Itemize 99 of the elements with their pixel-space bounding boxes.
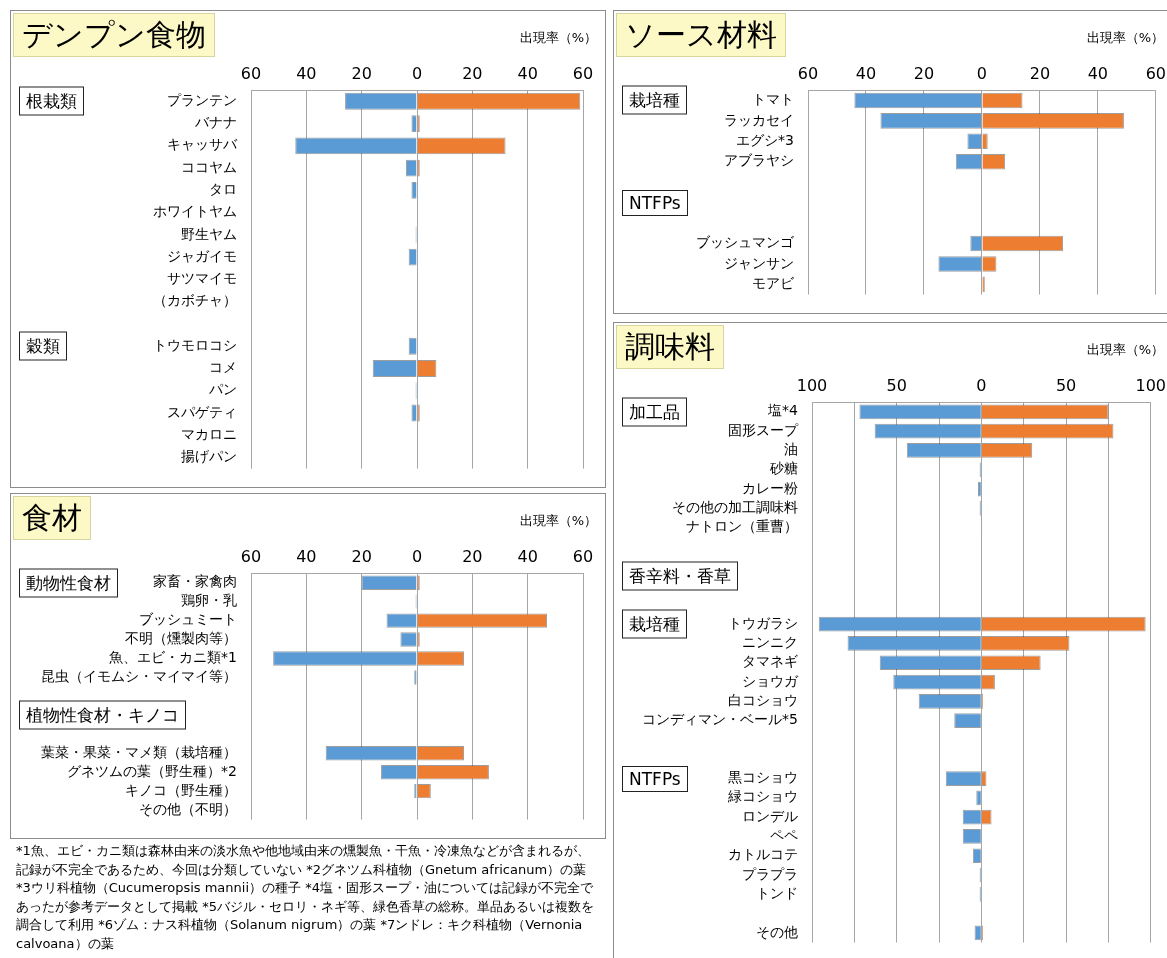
y-tick-label: エグシ*3 [736, 131, 794, 148]
y-tick-label: サツマイモ [167, 270, 237, 287]
x-tick-label: 20 [462, 63, 483, 83]
y-tick-label: 昆虫（イモムシ・マイマイ等） [41, 668, 237, 685]
text: 栽培種 [622, 85, 687, 115]
y-tick-label: 砂糖 [769, 460, 798, 477]
text: 植物性食材・キノコ [19, 700, 186, 730]
y-tick-label: ジャガイモ [167, 247, 237, 264]
y-tick-label: グネツムの葉（野生種）*2 [67, 762, 237, 779]
x-tick-label: 20 [1029, 63, 1051, 83]
y-tick-label: アブラヤシ [724, 152, 794, 169]
y-tick-label: 緑コショウ [727, 788, 798, 805]
y-tick-label: プランテン [167, 91, 237, 108]
x-tick-label: 60 [572, 63, 594, 83]
x-tick-label: 40 [855, 63, 877, 83]
y-tick-label: トウモロコシ [153, 336, 237, 353]
text: 加工品 [622, 397, 687, 427]
chart-title: ソース材料 [616, 13, 786, 57]
y-tick-label: トンド [756, 884, 798, 901]
y-tick-label: 魚、エビ・カニ類*1 [109, 649, 237, 666]
y-tick-label: タロ [209, 181, 237, 198]
text: 栽培種 [622, 609, 687, 639]
y-tick-label: その他 [756, 923, 798, 940]
chart-title: 食材 [13, 496, 91, 540]
y-tick-label: スパゲティ [167, 403, 237, 420]
y-tick-label: その他（不明） [139, 800, 237, 817]
x-tick-label: 50 [886, 375, 907, 395]
y-tick-label: カレー粉 [742, 479, 798, 496]
y-tick-label: プラプラ [742, 865, 798, 882]
y-tick-label: ペペ [770, 827, 798, 844]
text: NTFPs [622, 189, 688, 216]
y-tick-label: 固形スープ [728, 421, 799, 438]
text: 香辛料・香草 [622, 561, 738, 591]
y-tick-label: モアビ [752, 275, 795, 292]
y-tick-label: タマネギ [742, 653, 798, 670]
y-tick-label: 塩*4 [767, 402, 799, 419]
y-tick-label: ジャンサン [724, 254, 794, 271]
y-tick-label: ココヤム [181, 158, 237, 175]
y-tick-label: 揚げパン [181, 448, 237, 465]
x-tick-label: 100 [796, 375, 828, 395]
y-tick-label: 黒コショウ [728, 769, 798, 786]
y-tick-label: キャッサバ [167, 136, 238, 153]
x-axis-title: 出現率（%） [519, 29, 597, 47]
y-tick-label: コンディマン・ベール*5 [642, 711, 798, 728]
chart-title: 調味料 [616, 325, 724, 369]
x-tick-label: 20 [351, 63, 372, 83]
text: 根栽類 [19, 86, 84, 116]
chart-title: デンプン食物 [13, 13, 215, 57]
x-tick-label: 0 [976, 63, 987, 83]
text: *1魚、エビ・カニ類は森林由来の淡水魚や他地域由来の燻製魚・干魚・冷凍魚などが含まれるが、記録が不完全であるため、今回は分類していない *2グネツム科植物（Gnetum africanum）の葉 *3ウリ科植物（Cucumeropsis mannii）の種子 *4塩・固形スープ・油については記録が不完全であったが参考データとして掲載 *5バジル・セロリ・ネギ等、緑色香草の総称。単品あるいは複数を調合して利用 *6ゾム：ナス科植物（Solanum nigrum）の葉 *7ンドレ：キク科植物（Vernonia calvoana）の葉 [16, 842, 595, 953]
y-tick-label: ブッシュミート [139, 611, 237, 628]
x-tick-label: 60 [572, 546, 594, 566]
x-tick-label: 40 [296, 63, 317, 83]
y-tick-label: その他の加工調味料 [672, 498, 798, 515]
x-axis-title: 出現率（%） [1086, 341, 1164, 359]
y-tick-label: 不明（燻製肉等） [125, 630, 237, 647]
text: 動物性食材 [19, 568, 118, 598]
x-axis-title: 出現率（%） [1086, 29, 1164, 47]
y-tick-label: 野生ヤム [181, 225, 237, 242]
y-tick-label: ホワイトヤム [153, 203, 237, 220]
x-tick-label: 20 [913, 63, 935, 83]
x-tick-label: 0 [411, 63, 423, 83]
text: NTFPs [622, 765, 688, 792]
x-tick-label: 40 [517, 63, 538, 83]
y-tick-label: 白コショウ [728, 691, 798, 708]
x-tick-label: 100 [1135, 375, 1166, 395]
x-tick-label: 20 [462, 546, 483, 566]
x-tick-label: 0 [976, 375, 987, 395]
y-tick-label: ショウガ [742, 672, 799, 689]
y-tick-label: 葉菜・果菜・マメ類（栽培種） [41, 743, 237, 760]
y-tick-label: パン [208, 381, 237, 398]
y-tick-label: ナトロン（重曹） [686, 518, 798, 535]
x-tick-label: 60 [240, 63, 262, 83]
y-tick-label: トマト [752, 91, 794, 108]
x-tick-label: 20 [351, 546, 372, 566]
x-tick-label: 40 [296, 546, 317, 566]
x-tick-label: 60 [797, 63, 819, 83]
x-axis-title: 出現率（%） [519, 512, 597, 530]
y-tick-label: キノコ（野生種） [125, 781, 237, 798]
x-tick-label: 40 [1087, 63, 1109, 83]
y-tick-label: コメ [209, 359, 237, 376]
text: 穀類 [19, 331, 67, 361]
y-tick-label: 油 [784, 441, 798, 458]
y-tick-label: マカロニ [181, 425, 237, 442]
y-tick-label: カトルコテ [728, 846, 798, 863]
x-tick-label: 40 [517, 546, 538, 566]
y-tick-label: ラッカセイ [724, 111, 794, 128]
x-tick-label: 60 [240, 546, 262, 566]
y-tick-label: ロンデル [742, 807, 798, 824]
x-tick-label: 60 [1145, 63, 1166, 83]
y-tick-label: トウガラシ [728, 614, 798, 631]
x-tick-label: 50 [1055, 375, 1077, 395]
y-tick-label: ブッシュマンゴ [696, 234, 795, 251]
y-tick-label: バナナ [194, 114, 237, 131]
y-tick-label: ニンニク [742, 634, 798, 651]
x-tick-label: 0 [411, 546, 423, 566]
y-tick-label: 鶏卵・乳 [181, 592, 237, 609]
y-tick-label: 家畜・家禽肉 [153, 573, 237, 590]
y-tick-label: （カボチャ） [153, 292, 237, 309]
